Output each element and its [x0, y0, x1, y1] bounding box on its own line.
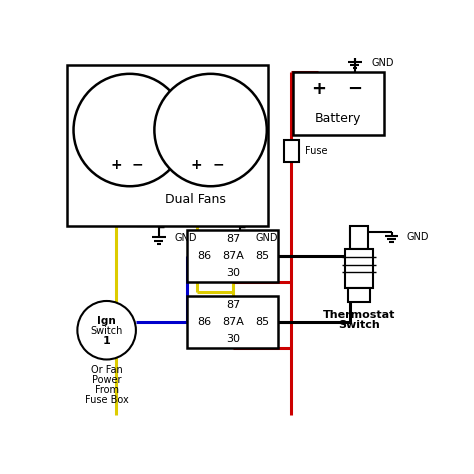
Text: From: From	[95, 385, 118, 395]
Text: 1: 1	[103, 336, 110, 346]
Circle shape	[77, 301, 136, 359]
Text: −: −	[212, 158, 224, 172]
Text: GND: GND	[255, 233, 278, 243]
Text: 30: 30	[226, 268, 240, 278]
Text: Power: Power	[92, 375, 121, 385]
Text: −: −	[347, 80, 362, 98]
Text: GND: GND	[174, 233, 197, 243]
Text: +: +	[191, 158, 202, 172]
Text: Thermostat: Thermostat	[323, 310, 395, 320]
Bar	[350, 226, 368, 249]
Circle shape	[155, 74, 267, 186]
Text: +: +	[110, 158, 122, 172]
Text: Switch: Switch	[91, 326, 123, 336]
Text: GND: GND	[372, 58, 394, 68]
Bar	[293, 72, 384, 136]
Text: Fuse Box: Fuse Box	[85, 395, 128, 405]
Bar	[284, 140, 299, 162]
Text: Battery: Battery	[315, 112, 362, 125]
Bar	[188, 296, 278, 348]
Bar	[188, 230, 278, 283]
Text: Dual Fans: Dual Fans	[165, 193, 226, 206]
Circle shape	[73, 74, 186, 186]
Text: 86: 86	[197, 251, 211, 261]
Text: 85: 85	[255, 251, 269, 261]
Text: Ign: Ign	[97, 316, 116, 326]
Text: GND: GND	[407, 232, 429, 242]
Text: 30: 30	[226, 334, 240, 344]
Text: 87: 87	[226, 300, 240, 310]
Text: 86: 86	[197, 317, 211, 327]
Text: 87A: 87A	[222, 251, 244, 261]
Text: +: +	[311, 80, 326, 98]
Text: 87A: 87A	[222, 317, 244, 327]
Text: −: −	[132, 158, 143, 172]
Bar	[348, 288, 370, 302]
Bar	[66, 64, 268, 226]
Text: Fuse: Fuse	[305, 146, 328, 156]
Text: 85: 85	[255, 317, 269, 327]
Text: Switch: Switch	[338, 320, 380, 330]
Bar	[346, 249, 373, 288]
Text: Or Fan: Or Fan	[91, 365, 122, 375]
Text: 87: 87	[226, 234, 240, 245]
